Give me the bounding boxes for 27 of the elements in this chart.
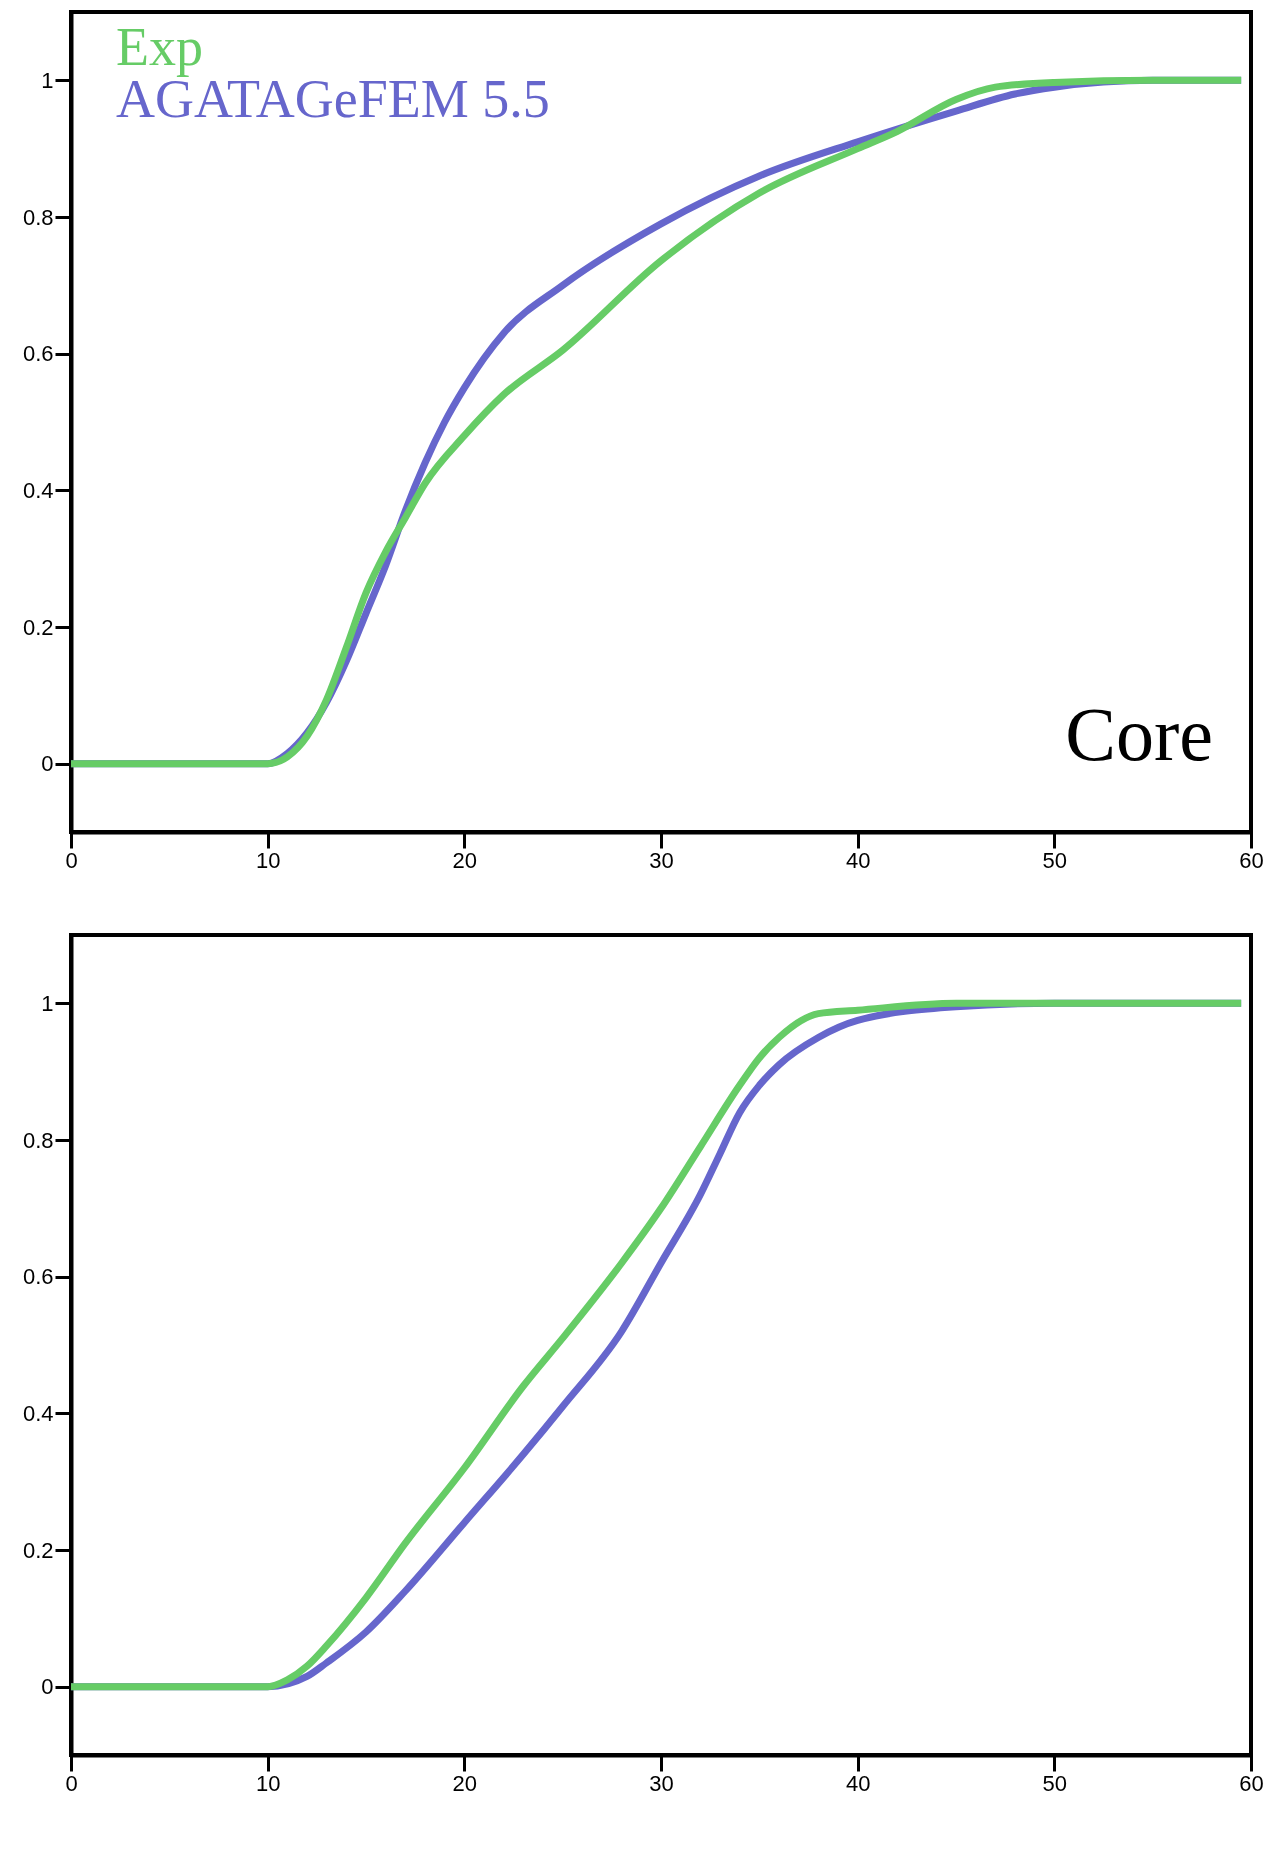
y-tick-label: 1	[41, 990, 54, 1016]
x-tick-label: 20	[452, 1770, 478, 1796]
y-tick-label: 0.4	[22, 1400, 54, 1426]
x-tick-label: 30	[649, 847, 674, 873]
x-tick-label: 10	[255, 1770, 281, 1796]
y-tick-label: 0.6	[22, 1264, 54, 1290]
y-tick-label: 0	[41, 1674, 54, 1700]
y-tick-label: 0.6	[22, 341, 54, 367]
y-tick-label: 0.2	[22, 614, 54, 640]
x-tick-label: 20	[452, 847, 478, 873]
x-tick-label: 50	[1042, 847, 1068, 873]
y-tick-label: 0.4	[22, 477, 54, 503]
x-tick-label: 30	[649, 1770, 674, 1796]
y-tick-label: 0.8	[22, 204, 54, 230]
y-tick-label: 1	[41, 67, 54, 93]
y-tick-label: 0.2	[22, 1537, 54, 1563]
y-tick-label: 0	[41, 751, 54, 777]
y-tick-label: 0.8	[22, 1127, 54, 1153]
x-tick-label: 60	[1239, 1770, 1264, 1796]
x-tick-label: 50	[1042, 1770, 1068, 1796]
x-tick-label: 60	[1239, 847, 1264, 873]
annotation: Core	[1065, 692, 1213, 776]
x-tick-label: 40	[845, 1770, 871, 1796]
x-tick-label: 10	[255, 847, 281, 873]
x-tick-label: 0	[65, 1770, 78, 1796]
x-tick-label: 40	[845, 847, 871, 873]
x-tick-label: 0	[65, 847, 78, 873]
